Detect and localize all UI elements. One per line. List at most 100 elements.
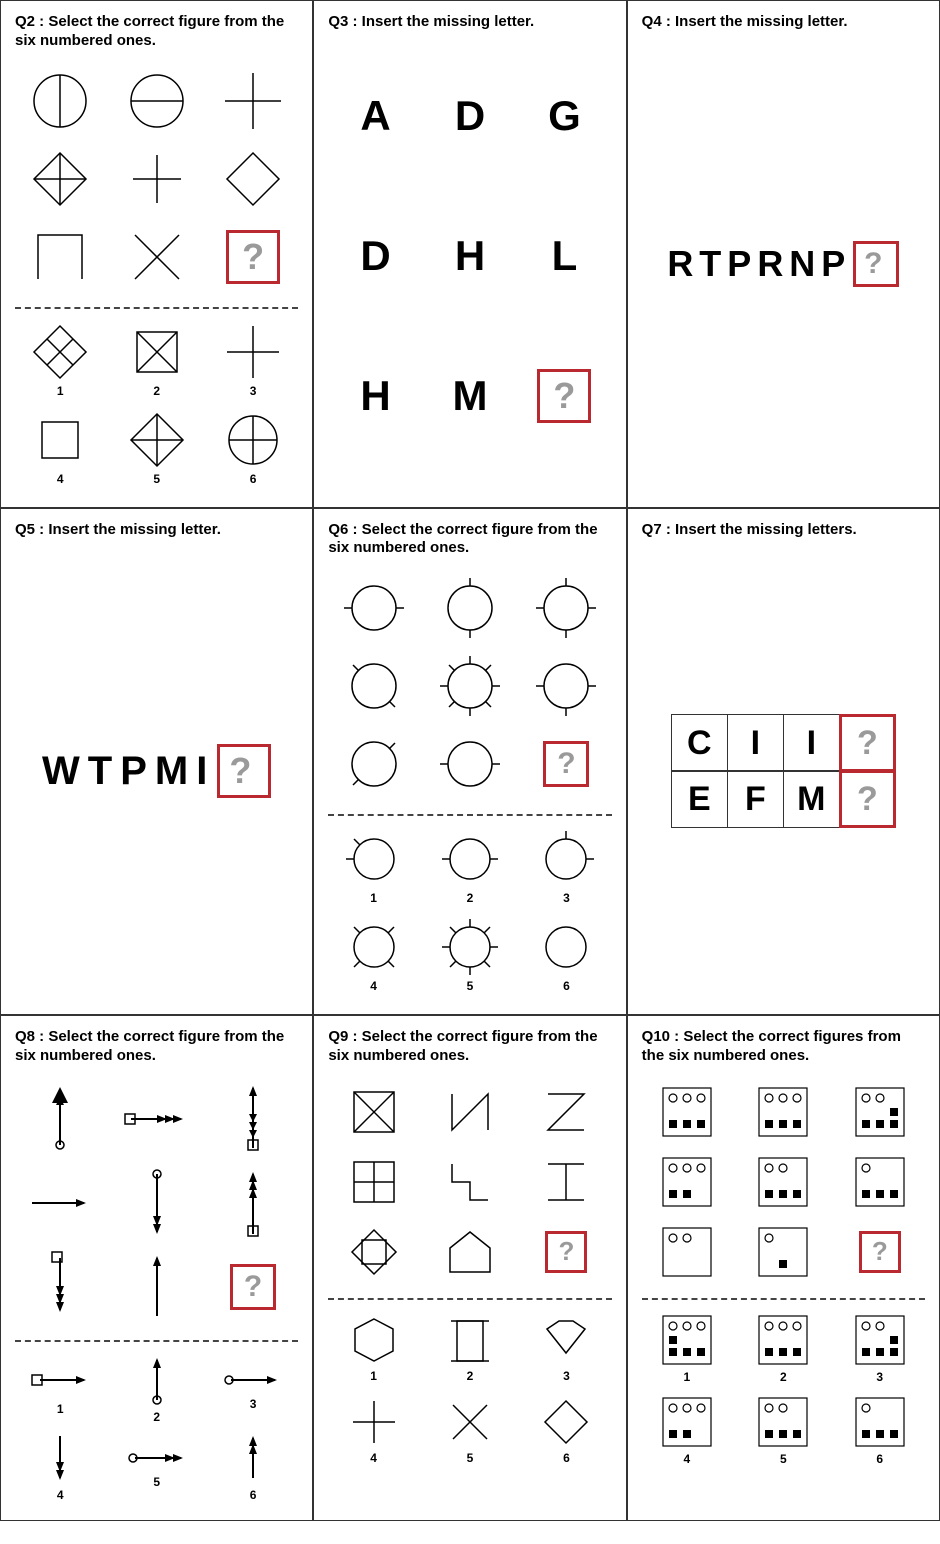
- q6-opt-5[interactable]: 5: [440, 917, 500, 993]
- q9-fig-1: [346, 1084, 402, 1140]
- q6-opt-2[interactable]: 2: [440, 829, 500, 905]
- q8-divider: [15, 1340, 298, 1342]
- q10-opt-2[interactable]: 2: [755, 1312, 811, 1384]
- q6-fig-5: [438, 654, 502, 718]
- q8-options: 1 2 3 4 5 6: [15, 1352, 298, 1502]
- q3-cell-1: D: [455, 92, 485, 140]
- q6-opt-4[interactable]: 4: [344, 917, 404, 993]
- q6-opt-1[interactable]: 1: [344, 829, 404, 905]
- q7-bot-0: E: [671, 770, 729, 828]
- q9-opt-3[interactable]: 3: [539, 1313, 593, 1383]
- q6-fig-1: [342, 576, 406, 640]
- q10-opt-1[interactable]: 1: [659, 1312, 715, 1384]
- q8-opt-5[interactable]: 5: [125, 1443, 189, 1489]
- q6-fig-3: [534, 576, 598, 640]
- q10-fig-5: [755, 1154, 811, 1210]
- q4-title: Q4 : Insert the missing letter.: [642, 13, 925, 32]
- q10-opt-6[interactable]: 6: [852, 1394, 908, 1466]
- q9-opt-1[interactable]: 1: [347, 1313, 401, 1383]
- q6-missing-box: ?: [543, 741, 589, 787]
- q3-cell-7: M: [452, 372, 487, 420]
- q10-fig-8: [755, 1224, 811, 1280]
- q5-missing-box: ?: [217, 744, 271, 798]
- q2-title: Q2 : Select the correct figure from the …: [15, 13, 298, 51]
- q9-fig-3: [538, 1084, 594, 1140]
- q3-letter-grid: A D G D H L H M ?: [328, 46, 611, 466]
- q6-title: Q6 : Select the correct figure from the …: [328, 521, 611, 559]
- q9-opt-6[interactable]: 6: [539, 1395, 593, 1465]
- q10-title: Q10 : Select the correct figures from th…: [642, 1028, 925, 1066]
- q2-fig-8: [125, 225, 189, 289]
- panel-q8: Q8 : Select the correct figure from the …: [0, 1015, 313, 1521]
- q4-letters: RTPRNP: [667, 243, 851, 285]
- q5-letters: WTPMI: [42, 749, 215, 794]
- q8-fig-5: [137, 1164, 177, 1242]
- q9-opt-4[interactable]: 4: [347, 1395, 401, 1465]
- q2-fig-6: [221, 147, 285, 211]
- q9-opt-2[interactable]: 2: [443, 1313, 497, 1383]
- q2-fig-5: [125, 147, 189, 211]
- panel-q5: Q5 : Insert the missing letter. WTPMI ?: [0, 508, 313, 1016]
- panel-q9: Q9 : Select the correct figure from the …: [313, 1015, 626, 1521]
- q2-missing-box: ?: [226, 230, 280, 284]
- panel-q3: Q3 : Insert the missing letter. A D G D …: [313, 0, 626, 508]
- q10-fig-6: [852, 1154, 908, 1210]
- q2-opt-4[interactable]: 4: [30, 410, 90, 486]
- q8-fig-7: [40, 1248, 80, 1326]
- q8-opt-3[interactable]: 3: [221, 1365, 285, 1411]
- q6-fig-7: [342, 732, 406, 796]
- q6-fig-2: [438, 576, 502, 640]
- panel-q2: Q2 : Select the correct figure from the …: [0, 0, 313, 508]
- q2-opt-2[interactable]: 2: [127, 322, 187, 398]
- q9-title: Q9 : Select the correct figure from the …: [328, 1028, 611, 1066]
- q10-opt-5[interactable]: 5: [755, 1394, 811, 1466]
- q9-opt-5[interactable]: 5: [443, 1395, 497, 1465]
- q10-fig-7: [659, 1224, 715, 1280]
- puzzle-grid: Q2 : Select the correct figure from the …: [0, 0, 940, 1521]
- q7-content: C I I ? E F M ?: [642, 553, 925, 989]
- q2-fig-4: [28, 147, 92, 211]
- q9-fig-6: [538, 1154, 594, 1210]
- q8-opt-1[interactable]: 1: [28, 1360, 92, 1416]
- q3-cell-0: A: [360, 92, 390, 140]
- q2-opt-1[interactable]: 1: [30, 322, 90, 398]
- q9-divider: [328, 1298, 611, 1300]
- q6-opt-3[interactable]: 3: [536, 829, 596, 905]
- q10-opt-3[interactable]: 3: [852, 1312, 908, 1384]
- q10-main-figures: ?: [642, 1080, 925, 1284]
- q9-options: 1 2 3 4 5 6: [328, 1310, 611, 1468]
- panel-q4: Q4 : Insert the missing letter. RTPRNP ?: [627, 0, 940, 508]
- q8-fig-8: [137, 1248, 177, 1326]
- q6-opt-6[interactable]: 6: [536, 917, 596, 993]
- q2-opt-6[interactable]: 6: [223, 410, 283, 486]
- q2-opt-3[interactable]: 3: [223, 322, 283, 398]
- q10-divider: [642, 1298, 925, 1300]
- q9-fig-7: [346, 1224, 402, 1280]
- q10-missing-box: ?: [859, 1231, 901, 1273]
- q3-cell-2: G: [548, 92, 581, 140]
- q6-fig-6: [534, 654, 598, 718]
- q7-top-1: I: [727, 714, 785, 772]
- q10-options: 1 2 3 4 5 6: [642, 1310, 925, 1468]
- q9-missing-box: ?: [545, 1231, 587, 1273]
- q8-opt-4[interactable]: 4: [45, 1430, 75, 1502]
- q10-fig-1: [659, 1084, 715, 1140]
- q7-bot-missing: ?: [839, 770, 897, 828]
- q2-opt-5[interactable]: 5: [127, 410, 187, 486]
- q8-fig-6: [233, 1164, 273, 1242]
- q7-bot-2: M: [783, 770, 841, 828]
- q8-opt-6[interactable]: 6: [238, 1430, 268, 1502]
- q3-cell-6: H: [360, 372, 390, 420]
- q7-title: Q7 : Insert the missing letters.: [642, 521, 925, 540]
- q2-options: 1 2 3 4 5 6: [15, 319, 298, 489]
- q10-fig-3: [852, 1084, 908, 1140]
- q10-fig-4: [659, 1154, 715, 1210]
- q2-main-figures: ?: [15, 65, 298, 293]
- q2-fig-3: [221, 69, 285, 133]
- q8-opt-2[interactable]: 2: [142, 1352, 172, 1424]
- q6-fig-8: [438, 732, 502, 796]
- q4-missing-box: ?: [853, 241, 899, 287]
- q8-title: Q8 : Select the correct figure from the …: [15, 1028, 298, 1066]
- q10-opt-4[interactable]: 4: [659, 1394, 715, 1466]
- q10-fig-2: [755, 1084, 811, 1140]
